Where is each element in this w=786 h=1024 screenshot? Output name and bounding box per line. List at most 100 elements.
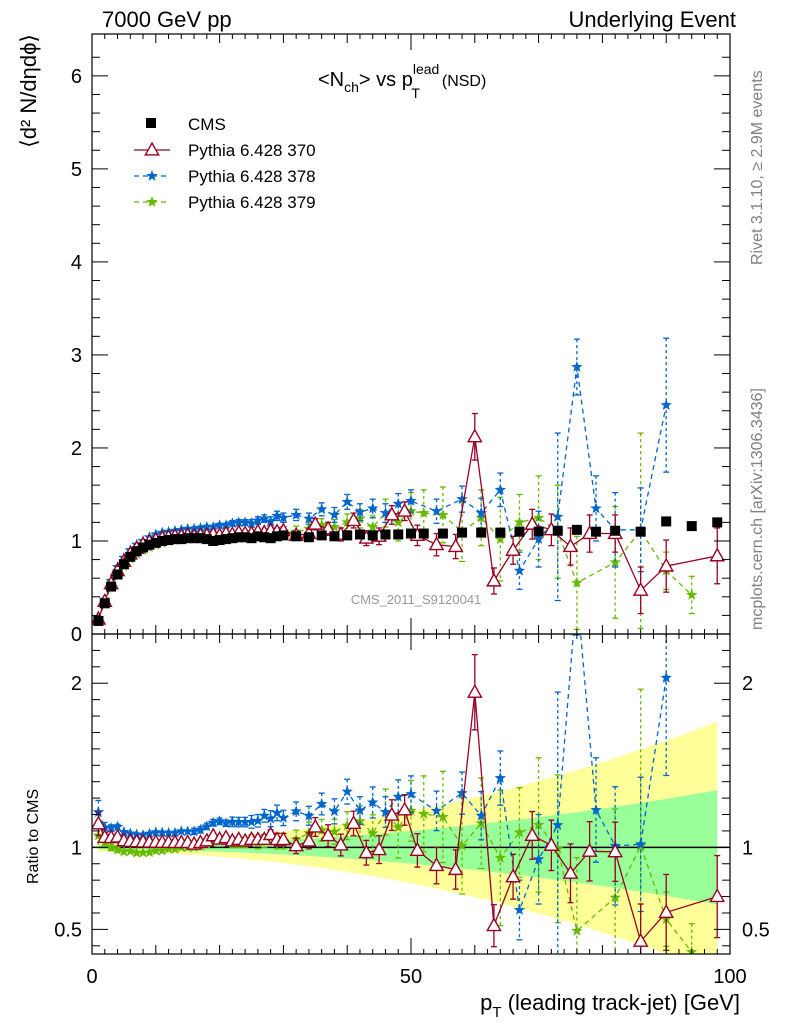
y-tick-label: 3 [71,345,82,367]
star-point [258,809,270,821]
star-point [303,809,315,821]
star-point [175,825,187,837]
ratio-tick-label: 2 [71,673,82,695]
cms-point [176,534,187,545]
triangle-point [275,831,292,846]
star-point [494,851,506,863]
cms-point [437,528,448,539]
star-point [660,671,672,683]
star-point [143,827,156,839]
cms-point [635,526,646,537]
star-point [405,804,417,816]
cms-point [214,535,225,546]
cms-point [93,615,104,626]
triangle-point [709,547,726,562]
main-series-0 [93,516,723,626]
ratio-tick-label: 0.5 [54,919,82,941]
triangle-point [632,581,649,596]
star-point [430,505,443,517]
star-point [105,841,117,853]
legend: CMS Pythia 6.428 370 Pythia 6.428 378 Pythi… [134,115,316,212]
star-point [686,588,698,600]
y-axis-label: ⟨d² N/dηdϕ⟩ [16,34,41,148]
star-point [367,827,379,839]
star-point [290,508,302,520]
star-point [271,806,283,818]
star-point [513,516,526,528]
triangle-point [466,428,483,443]
star-point [367,796,379,808]
star-point [513,564,526,576]
star-point [118,826,130,837]
triangle-point [262,826,279,841]
cms-point [195,533,206,544]
title-part: > vs p [359,69,413,91]
header-left: 7000 GeV pp [102,7,232,32]
star-point [418,507,430,518]
star-point [392,821,404,833]
star-point [341,516,353,528]
star-point [328,521,341,532]
star-point [290,805,302,817]
triangle-point [447,538,464,553]
cms-point [118,559,129,570]
triangle-point [301,832,317,847]
legend-label: Pythia 6.428 378 [188,167,316,186]
star-point [118,845,130,857]
star-point [354,506,366,517]
ratio-axis-label: Ratio to CMS [25,789,42,884]
y-tick-label: 6 [71,66,82,88]
mcplots-ref: mcplots.cern.ch [arXiv:1306.3436] [749,388,766,630]
title-sub: ch [344,79,359,95]
triangle-point [486,572,502,587]
x-axis-label: pT (leading track-jet) [GeV] [480,990,740,1021]
star-point [220,519,232,530]
star-point [494,772,506,783]
triangle-point [562,864,579,879]
star-point [456,787,468,798]
triangle-point [607,843,624,858]
star-point [609,556,621,568]
star-point [188,825,200,837]
star-point [156,826,168,838]
triangle-point [428,536,445,551]
triangle-point [505,541,521,556]
legend-label: Pythia 6.428 370 [188,141,316,160]
x-axis-label-part: T [492,1004,501,1021]
star-point [201,521,213,532]
star-point [124,827,136,839]
star-point [456,493,468,504]
star-point [475,507,487,518]
triangle-point [505,868,521,883]
star-point [328,825,341,837]
cms-point [514,526,525,537]
triangle-point [332,836,349,851]
triangle-point [396,801,413,816]
star-point [162,826,175,838]
ratio-series-2 [92,634,672,954]
star-point [532,511,545,523]
title-sub: T [411,85,420,101]
star-point [590,804,602,815]
star-point [245,815,258,827]
star-point [316,824,328,836]
cms-point [591,526,602,537]
star-point [532,533,545,544]
triangle-point [409,841,426,856]
cms-point [418,528,429,539]
cms-point [278,530,289,541]
cms-point [163,535,174,546]
star-point [418,807,430,819]
ratio-tick-label-right: 1 [742,837,753,859]
cms-point [610,525,621,536]
star-point [341,495,353,507]
triangle-point [562,538,579,553]
y-tick-label: 1 [71,531,82,553]
star-point [354,815,366,827]
cms-point [189,533,200,544]
ratio-series-1 [92,653,726,954]
analysis-watermark: CMS_2011_S9120041 [351,592,482,607]
star-point [494,483,506,495]
cms-point [457,527,468,538]
